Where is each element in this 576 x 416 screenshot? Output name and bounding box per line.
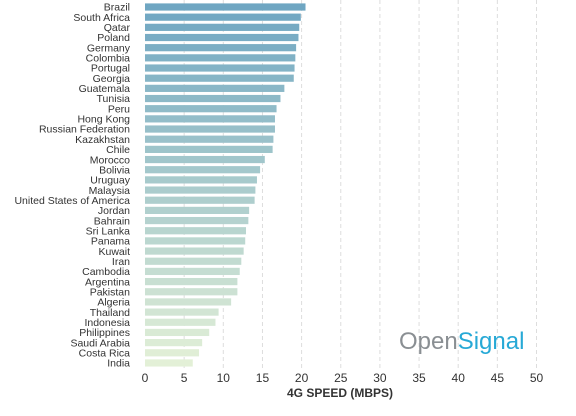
category-label: Tunisia <box>97 93 131 105</box>
bar-india <box>145 359 193 367</box>
category-label: Qatar <box>104 22 131 34</box>
bar-panama <box>145 237 246 245</box>
category-label: India <box>107 358 130 370</box>
bar-kuwait <box>145 247 244 255</box>
bar-peru <box>145 105 277 113</box>
category-label: Philippines <box>79 327 130 339</box>
category-label: Iran <box>112 256 130 268</box>
bar-saudi-arabia <box>145 339 203 347</box>
x-tick-label: 45 <box>491 371 505 385</box>
x-tick-label: 30 <box>373 371 387 385</box>
bar-russian-federation <box>145 125 275 133</box>
category-label: Guatemala <box>79 83 131 95</box>
category-label: Bahrain <box>94 215 130 227</box>
category-label: Colombia <box>86 53 131 65</box>
category-label: Chile <box>106 144 130 156</box>
bar-tunisia <box>145 94 281 103</box>
bar-algeria <box>145 298 232 306</box>
bar-colombia <box>145 54 296 62</box>
category-label: Panama <box>91 236 130 248</box>
category-label: Pakistan <box>90 286 130 298</box>
x-tick-label: 15 <box>256 371 270 385</box>
bar-qatar <box>145 23 300 31</box>
category-label: Brazil <box>104 2 130 14</box>
bar-germany <box>145 44 297 52</box>
bar-south-africa <box>145 13 301 21</box>
bar-indonesia <box>145 318 216 326</box>
category-label: Jordan <box>98 205 130 217</box>
logo-text-open: Open <box>399 328 458 355</box>
bar-uruguay <box>145 176 257 184</box>
x-tick-label: 0 <box>142 371 149 385</box>
bar-sri-lanka <box>145 227 247 235</box>
bar-morocco <box>145 155 265 164</box>
category-label: Bolivia <box>99 164 130 176</box>
category-label: Costa Rica <box>79 347 131 359</box>
bar-chile <box>145 145 273 153</box>
category-label: Russian Federation <box>39 124 130 136</box>
bar-costa-rica <box>145 349 200 357</box>
category-label: South Africa <box>73 12 130 24</box>
x-tick-label: 5 <box>181 371 188 385</box>
category-label: Sri Lanka <box>86 225 131 237</box>
x-tick-label: 50 <box>530 371 544 385</box>
bars <box>145 3 306 367</box>
bar-pakistan <box>145 288 238 296</box>
bar-kazakhstan <box>145 135 274 143</box>
x-axis-title: 4G SPEED (MBPS) <box>287 386 393 400</box>
bar-brazil <box>145 3 306 11</box>
category-label: Portugal <box>91 63 130 75</box>
x-tick-labels: 0 5 10 15 20 25 30 35 40 45 50 <box>142 371 544 385</box>
gridlines <box>183 0 537 368</box>
category-label: Argentina <box>85 276 130 288</box>
bar-thailand <box>145 308 219 316</box>
category-label: Poland <box>97 32 130 44</box>
bar-cambodia <box>145 267 240 276</box>
category-label: Kazakhstan <box>75 134 130 146</box>
category-label: Kuwait <box>98 246 130 258</box>
category-label: Malaysia <box>89 185 131 197</box>
bar-jordan <box>145 206 250 214</box>
bar-argentina <box>145 277 238 286</box>
x-tick-label: 10 <box>217 371 231 385</box>
category-label: Georgia <box>93 73 131 85</box>
category-label: Germany <box>87 42 131 54</box>
x-tick-label: 25 <box>334 371 348 385</box>
x-tick-label: 40 <box>452 371 466 385</box>
bar-united-states-of-america <box>145 196 255 204</box>
category-label: Hong Kong <box>77 114 130 126</box>
opensignal-logo: OpenSignal <box>399 328 524 355</box>
bar-bahrain <box>145 216 249 225</box>
category-label: Indonesia <box>84 317 130 329</box>
category-label: Uruguay <box>90 175 130 187</box>
bar-iran <box>145 257 242 265</box>
category-label: Algeria <box>97 297 130 309</box>
bar-portugal <box>145 64 295 72</box>
bar-hong-kong <box>145 115 275 123</box>
bar-poland <box>145 33 299 42</box>
bar-malaysia <box>145 186 256 194</box>
bar-guatemala <box>145 84 285 92</box>
category-label: Saudi Arabia <box>70 337 130 349</box>
category-label: Peru <box>108 103 130 115</box>
x-tick-label: 20 <box>295 371 309 385</box>
category-label: Thailand <box>90 307 130 319</box>
logo-text-signal: Signal <box>458 328 525 355</box>
category-label: Morocco <box>90 154 130 166</box>
category-label: United States of America <box>14 195 130 207</box>
x-tick-label: 35 <box>412 371 426 385</box>
bar-philippines <box>145 328 210 337</box>
bar-georgia <box>145 74 294 82</box>
bar-bolivia <box>145 166 261 174</box>
category-label: Cambodia <box>82 266 130 278</box>
